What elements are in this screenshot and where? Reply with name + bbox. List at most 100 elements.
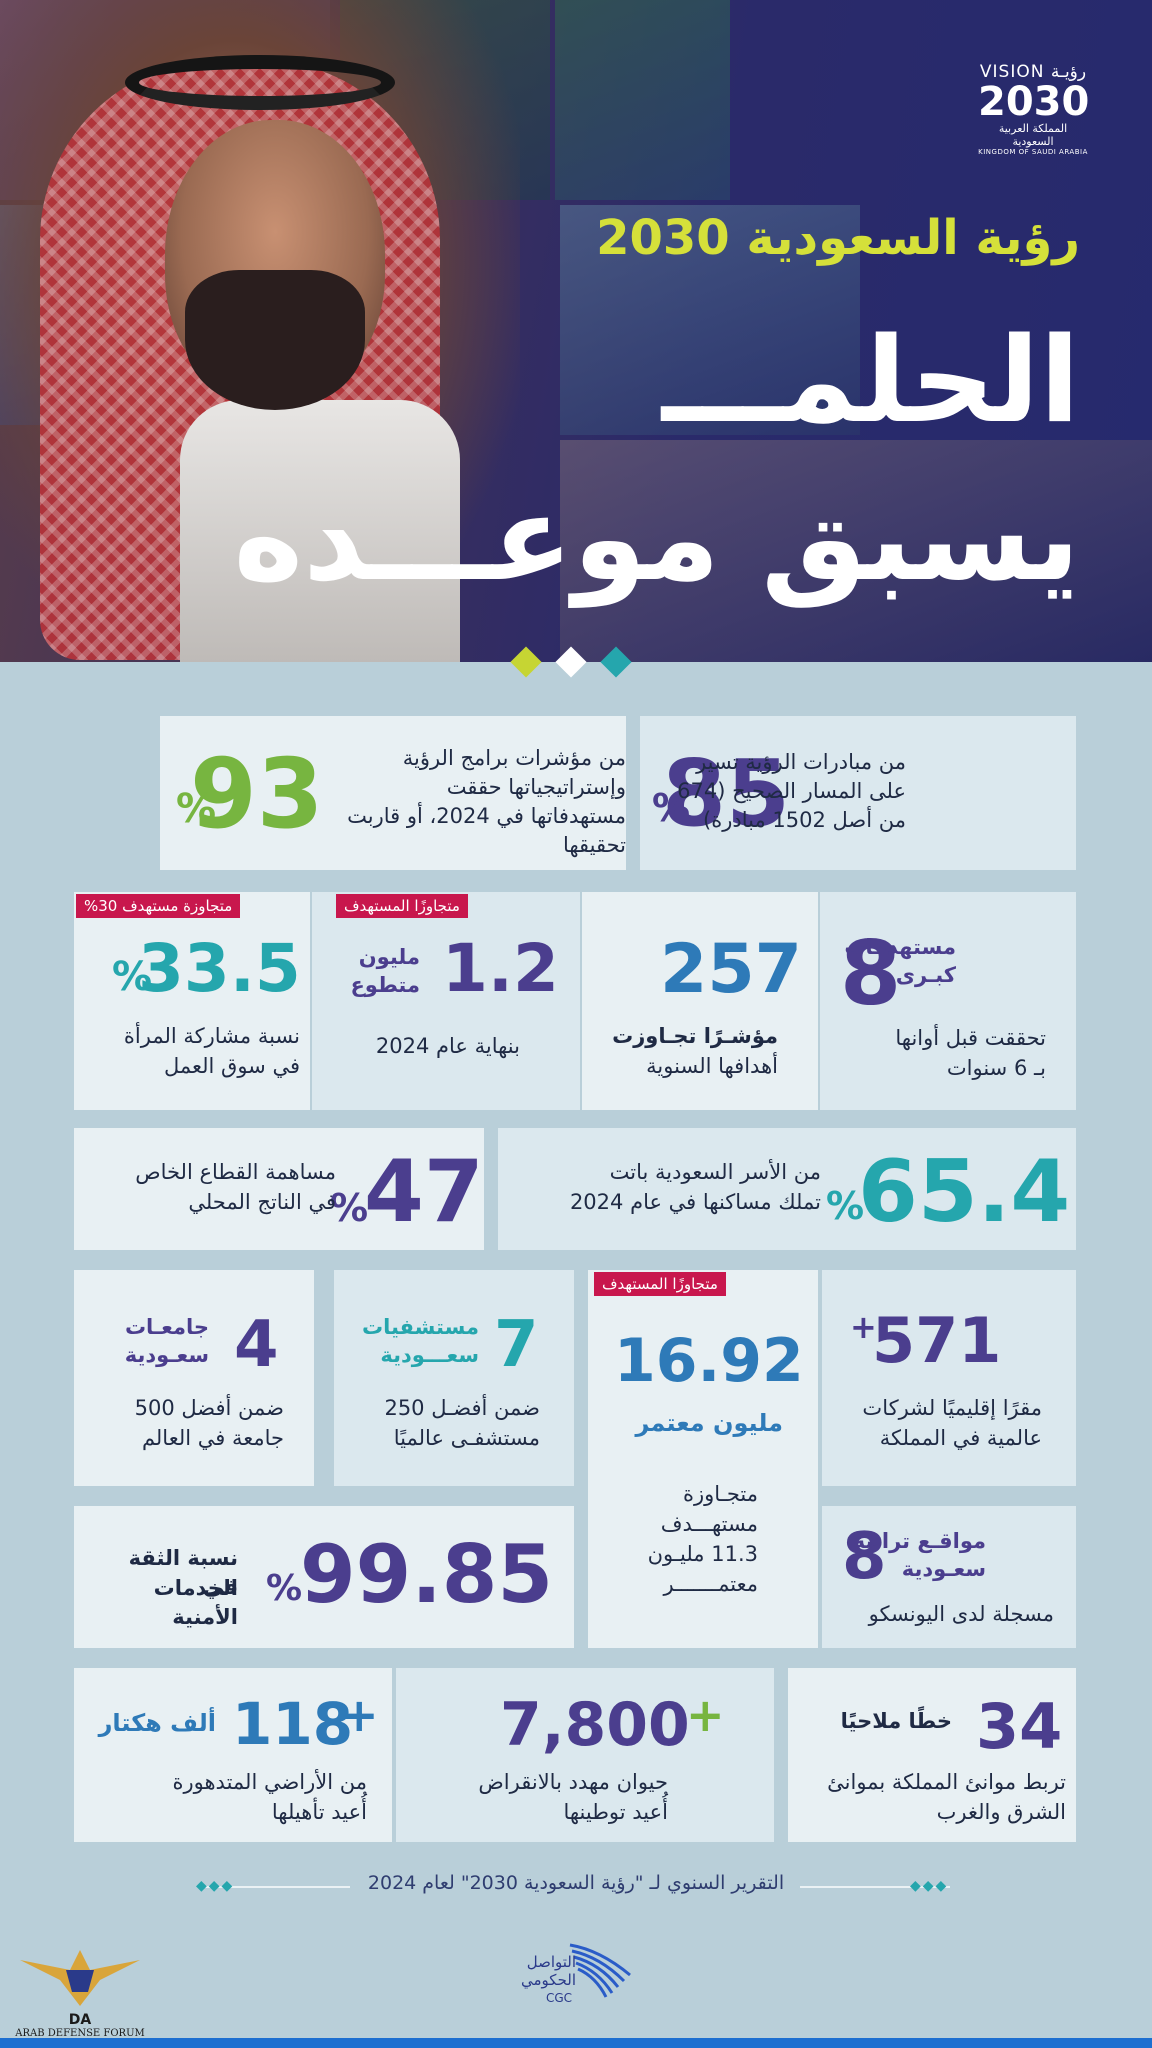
stat-percent: %	[826, 1184, 865, 1228]
stat-text: نسبة الثقة في	[128, 1546, 238, 1599]
exceeded-badge: متجاوزًا المستهدف	[336, 894, 468, 918]
stat-value: 4	[234, 1308, 279, 1382]
footer-rule	[200, 1886, 350, 1888]
stat-value: 8	[842, 1520, 887, 1594]
stat-unit: مواقـع تراثية	[852, 1529, 986, 1553]
cgc-wave-icon	[569, 1943, 631, 1998]
stat-card-land: 118 + ألف هكتار من الأراضي المتدهورة أُع…	[74, 1668, 392, 1842]
stat-card-heritage: 8 مواقـع تراثية سعـودية مسجلة لدى اليونس…	[822, 1506, 1076, 1648]
hero-banner: VISION رؤيـة 2030 المملكة العربية السعود…	[0, 0, 1152, 662]
stat-text: من مؤشرات برامج الرؤية وإستراتيجياتها حق…	[347, 746, 626, 857]
stat-text: مقرًا إقليميًا لشركات	[862, 1396, 1042, 1420]
footer-rule	[800, 1886, 950, 1888]
stat-text: في سوق العمل	[163, 1054, 300, 1078]
stat-text: الخدمات الأمنية	[153, 1576, 238, 1629]
stat-text: في الناتج المحلي	[188, 1190, 336, 1214]
stat-value: 65.4	[858, 1142, 1071, 1242]
stat-card-women: 33.5 % نسبة مشاركة المرأة في سوق العمل	[74, 892, 310, 1110]
diamond-icon	[555, 646, 587, 678]
exceeded-badge: متجاوزًا المستهدف	[594, 1272, 726, 1296]
cgc-text: التواصل	[526, 1953, 576, 1971]
stat-unit: متطوع	[350, 973, 420, 997]
stat-text: متجـاوزة	[683, 1482, 758, 1506]
eagle-shield-icon	[20, 1950, 140, 2006]
stat-unit: جامعـات	[124, 1315, 209, 1339]
hero-title-line2: يسبق موعـــده	[233, 469, 1080, 607]
stat-unit: سعـودية	[124, 1343, 209, 1367]
stat-text: حيوان مهدد بالانقراض	[478, 1770, 668, 1794]
stat-card-93: 93 % من مؤشرات برامج الرؤية وإستراتيجيات…	[160, 716, 626, 870]
stat-card-trust: 99.85 % نسبة الثقة في الخدمات الأمنية	[74, 1506, 574, 1648]
stat-text: من مبادرات الرؤية تسير على المسار الصحيح…	[677, 750, 906, 832]
stat-text: مساهمة القطاع الخاص	[135, 1160, 336, 1184]
stat-card-257: 257 مؤشـرًا تجـاوزت أهدافها السنوية	[582, 892, 818, 1110]
stat-percent: %	[176, 786, 217, 832]
stat-text: مسجلة لدى اليونسكو	[868, 1602, 1054, 1626]
stat-value: 47	[364, 1142, 484, 1242]
forum-name: ARAB DEFENSE FORUM	[15, 2028, 145, 2039]
exceeded-badge: متجاوزة مستهدف 30%	[76, 894, 241, 918]
hero-title-line1: الحلمـــ	[661, 311, 1080, 449]
stat-unit: سعـودية	[901, 1557, 986, 1581]
stat-value: 1.2	[442, 930, 559, 1007]
stat-card-universities: 4 جامعـات سعـودية ضمن أفضل 500 جامعة في …	[74, 1270, 314, 1486]
stat-text: معتمـــــــر	[663, 1572, 758, 1596]
stat-unit: ألف هكتار	[98, 1709, 216, 1737]
stat-card-wildlife: 7,800 + حيوان مهدد بالانقراض أُعيد توطين…	[396, 1668, 774, 1842]
dots-icon: ◆◆◆	[196, 1878, 235, 1894]
stat-unit: سعـــودية	[380, 1343, 479, 1367]
stat-text: ضمن أفضـل 250	[384, 1396, 540, 1420]
stat-value: 85	[662, 740, 791, 847]
logo-vision-en: VISION	[979, 62, 1045, 82]
bottom-bar	[0, 2038, 1152, 2048]
stat-value: 7	[494, 1308, 539, 1382]
background-photo-tile	[560, 205, 860, 435]
stat-value: 34	[976, 1690, 1063, 1763]
logo-vision-ar: رؤيـة	[1050, 62, 1087, 82]
stat-percent: %	[266, 1568, 303, 1609]
stat-value: 571	[872, 1304, 1002, 1377]
stat-card-volunteers: 1.2 مليون متطوع بنهاية عام 2024	[312, 892, 580, 1110]
stat-text: أُعيد توطينها	[563, 1800, 668, 1824]
stat-unit: مليون	[358, 945, 420, 969]
stat-percent: %	[330, 1186, 369, 1230]
stat-value: 8	[840, 922, 902, 1025]
stat-unit: مستهدفات	[844, 935, 956, 959]
stat-card-8-targets: 8 مستهدفات كبـرى تحققت قبل أوانها بـ 6 س…	[820, 892, 1076, 1110]
stat-card-shipping-lines: 34 خطًا ملاحيًا تربط موانئ المملكة بموان…	[788, 1668, 1076, 1842]
stat-value: 257	[660, 930, 802, 1009]
footer-report-title: التقرير السنوي لـ "رؤية السعودية 2030" ل…	[367, 1872, 785, 1894]
stat-text: من الأراضي المتدهورة	[172, 1770, 367, 1794]
stat-plus: +	[686, 1688, 725, 1742]
arab-defense-forum-watermark: DA ARAB DEFENSE FORUM	[10, 1940, 150, 2045]
portrait-beard	[185, 270, 365, 410]
stat-unit: مليون معتمر	[635, 1409, 783, 1437]
stat-card-housing: 65.4 % من الأسر السعودية باتت تملك مساكن…	[498, 1128, 1076, 1250]
stat-text: الشرق والغرب	[936, 1800, 1066, 1824]
logo-kingdom-ar: المملكة العربية السعودية	[998, 122, 1068, 148]
stat-text: مستهـــدف	[660, 1512, 758, 1536]
stat-card-hq: 571 + مقرًا إقليميًا لشركات عالمية في ال…	[822, 1270, 1076, 1486]
background-photo-tile	[555, 0, 730, 200]
stat-text: ضمن أفضل 500	[134, 1396, 284, 1420]
stat-text: من الأسر السعودية باتت	[609, 1160, 821, 1184]
cgc-logo: التواصل الحكومي CGC	[500, 1935, 650, 2015]
dots-icon: ◆◆◆	[910, 1878, 949, 1894]
stat-text: عالمية في المملكة	[879, 1426, 1042, 1450]
stat-value: 93	[190, 738, 324, 850]
stat-card-hospitals: 7 مستشفيات سعـــودية ضمن أفضـل 250 مستشف…	[334, 1270, 574, 1486]
stat-text: جامعة في العالم	[141, 1426, 284, 1450]
cgc-text: الحكومي	[521, 1971, 576, 1989]
stat-text: تملك مساكنها في عام 2024	[569, 1190, 821, 1214]
stat-text: تربط موانئ المملكة بموانئ	[827, 1770, 1066, 1794]
stat-card-85: 85 % من مبادرات الرؤية تسير على المسار ا…	[640, 716, 1076, 870]
stat-value: 33.5	[138, 930, 301, 1007]
stat-text: 11.3 مليـون	[647, 1542, 758, 1566]
stat-text: بنهاية عام 2024	[375, 1034, 520, 1058]
decorative-diamonds	[510, 646, 635, 678]
stat-percent: %	[652, 786, 691, 830]
background-photo-tile	[560, 440, 1152, 662]
stat-plus: +	[340, 1688, 379, 1742]
stat-text: تحققت قبل أوانها	[895, 1026, 1046, 1050]
diamond-icon	[600, 646, 632, 678]
